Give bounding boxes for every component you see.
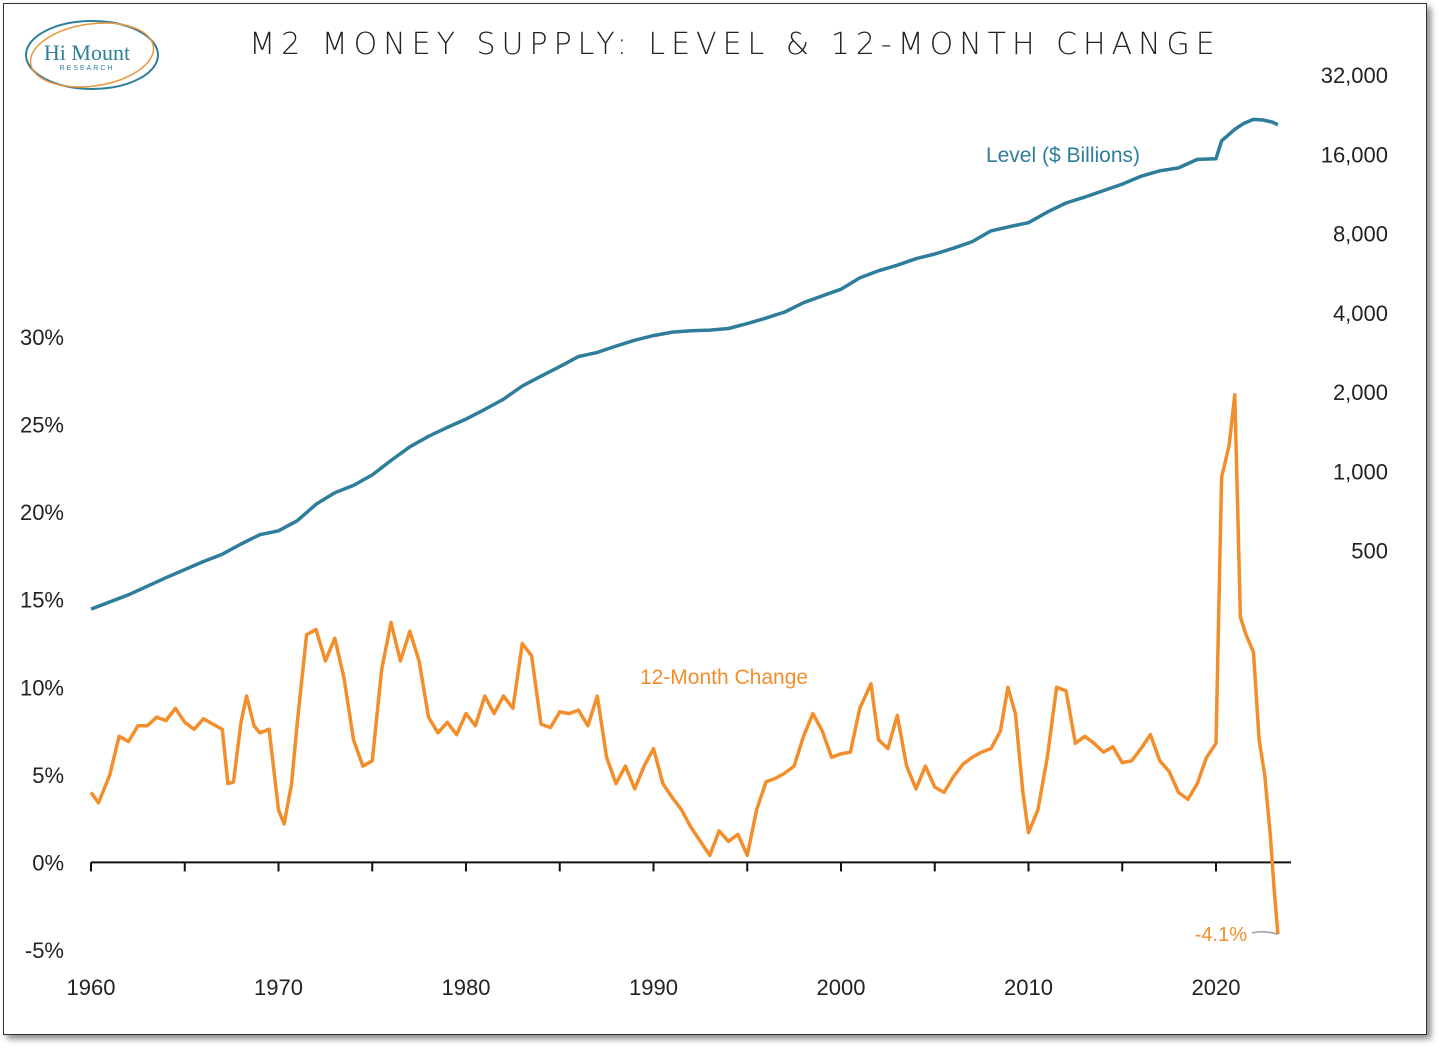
left-axis-tick-label: 15% xyxy=(20,588,64,613)
left-axis-tick-label: -5% xyxy=(25,938,64,963)
left-axis-tick-label: 20% xyxy=(20,500,64,525)
right-axis-tick-label: 2,000 xyxy=(1333,380,1388,405)
left-axis-tick-label: 10% xyxy=(20,675,64,700)
left-axis-tick-label: 5% xyxy=(32,763,64,788)
x-axis-tick-label: 1960 xyxy=(67,975,116,1000)
chart-title: M2 MONEY SUPPLY: LEVEL & 12-MONTH CHANGE xyxy=(249,27,1221,62)
right-axis-tick-label: 1,000 xyxy=(1333,459,1388,484)
right-axis-tick-label: 4,000 xyxy=(1333,301,1388,326)
x-axis-tick-label: 2000 xyxy=(817,975,866,1000)
x-axis-tick-label: 2010 xyxy=(1004,975,1053,1000)
right-axis: 500 1,000 2,000 4,000 8,000 16,000 32,000 xyxy=(1321,63,1388,564)
x-axis-tick-label: 2020 xyxy=(1192,975,1241,1000)
left-axis-tick-label: 0% xyxy=(32,850,64,875)
left-axis-tick-label: 25% xyxy=(20,413,64,438)
end-value-label: -4.1% xyxy=(1195,924,1247,946)
left-axis-tick-label: 30% xyxy=(20,325,64,350)
level-series-label: Level ($ Billions) xyxy=(986,144,1140,167)
x-axis-tick-label: 1970 xyxy=(254,975,303,1000)
left-axis: -5% 0% 5% 10% 15% 20% 25% 30% xyxy=(20,325,64,963)
x-axis: 1960 1970 1980 1990 2000 2010 2020 xyxy=(67,861,1291,1000)
right-axis-tick-label: 16,000 xyxy=(1321,142,1388,167)
x-axis-tick-label: 1990 xyxy=(629,975,678,1000)
logo-ring-outer xyxy=(25,20,159,90)
series-line-level xyxy=(90,117,1279,611)
x-axis-tick-label: 1980 xyxy=(442,975,491,1000)
right-axis-tick-label: 32,000 xyxy=(1321,63,1388,88)
logo-ring-inner xyxy=(29,22,155,88)
logo: Hi Mount RESEARCH xyxy=(25,20,159,90)
series-line-12-month-change xyxy=(89,393,1280,935)
right-axis-tick-label: 8,000 xyxy=(1333,222,1388,247)
right-axis-tick-label: 500 xyxy=(1351,539,1388,564)
change-series-label: 12-Month Change xyxy=(640,666,808,689)
logo-text: Hi Mount xyxy=(44,40,130,65)
logo-subtext: RESEARCH xyxy=(60,65,115,72)
callout-leader-line xyxy=(1251,931,1279,935)
